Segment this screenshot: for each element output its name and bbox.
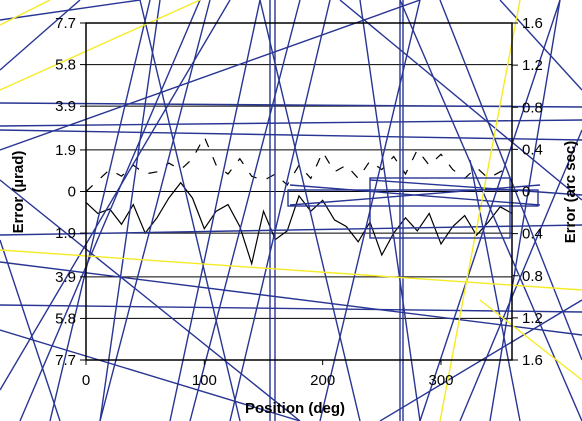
overlay-line bbox=[0, 261, 582, 336]
overlay-line bbox=[399, 0, 582, 421]
left-tick-label: 0 bbox=[68, 184, 76, 201]
overlay-line bbox=[0, 0, 201, 91]
right-tick-label: 0.4 bbox=[522, 141, 543, 158]
overlay-line bbox=[0, 0, 51, 26]
overlay-line bbox=[459, 129, 582, 421]
overlay-line bbox=[469, 159, 521, 421]
overlay-line bbox=[419, 0, 561, 421]
overlay-line bbox=[359, 0, 421, 421]
left-tick-label: 7.7 bbox=[55, 352, 76, 369]
right-tick-label: 0 bbox=[522, 184, 530, 201]
overlay-line bbox=[0, 0, 421, 151]
overlay-line bbox=[0, 0, 141, 21]
right-tick-label: 1.2 bbox=[522, 57, 543, 74]
overlay-line bbox=[369, 179, 582, 196]
right-y-axis-title: Error (arc sec) bbox=[562, 141, 579, 244]
left-tick-label: 1.9 bbox=[55, 225, 76, 242]
overlay-line bbox=[189, 0, 301, 421]
overlay-line bbox=[339, 0, 582, 201]
x-axis-title: Position (deg) bbox=[245, 400, 345, 417]
overlay-line bbox=[0, 102, 582, 108]
overlay-line bbox=[489, 0, 561, 421]
overlay-line bbox=[0, 249, 582, 291]
overlay-line bbox=[0, 239, 61, 421]
left-y-axis-title: Error (µrad) bbox=[10, 151, 27, 234]
overlay-line bbox=[0, 329, 301, 421]
left-tick-label: 3.9 bbox=[55, 98, 76, 115]
overlay-line bbox=[99, 0, 211, 421]
overlay-line bbox=[0, 0, 81, 71]
overlay-line bbox=[259, 0, 361, 421]
overlay-line bbox=[229, 0, 331, 421]
overlay-line bbox=[0, 129, 582, 141]
right-tick-label: 0.4 bbox=[522, 226, 543, 243]
x-tick-label: 300 bbox=[428, 372, 453, 389]
overlay-line bbox=[169, 0, 261, 421]
x-tick-label: 200 bbox=[310, 372, 335, 389]
overlay-line bbox=[439, 0, 521, 421]
overlay-line bbox=[0, 304, 582, 313]
overlay-line bbox=[0, 179, 301, 421]
left-tick-label: 1.9 bbox=[55, 142, 76, 159]
right-axis-ticks: 1.6 1.2 0.8 0.4 0 0.4 0.8 1.2 1.6 bbox=[512, 15, 543, 369]
left-axis-ticks: 7.7 5.8 3.9 1.9 0 1.9 3.9 5.8 7.7 bbox=[55, 15, 86, 369]
overlay-line bbox=[479, 299, 582, 381]
overlay-box bbox=[287, 189, 539, 207]
overlay-line bbox=[499, 0, 582, 91]
overlay-box bbox=[369, 177, 511, 239]
overlay-line bbox=[19, 0, 201, 421]
right-tick-label: 1.6 bbox=[522, 352, 543, 369]
overlay-line bbox=[49, 0, 151, 421]
overlay-line bbox=[99, 0, 161, 421]
x-tick-label: 0 bbox=[82, 372, 90, 389]
right-tick-label: 1.2 bbox=[522, 310, 543, 327]
overlay-line bbox=[0, 119, 582, 127]
left-tick-label: 3.9 bbox=[55, 269, 76, 286]
left-tick-label: 7.7 bbox=[55, 15, 76, 32]
x-tick-label: 100 bbox=[192, 372, 217, 389]
right-tick-label: 0.8 bbox=[522, 268, 543, 285]
x-axis-ticks: 0 100 200 300 bbox=[82, 360, 454, 389]
dashed-series-line bbox=[85, 135, 513, 192]
series-layer bbox=[85, 135, 513, 266]
overlay-line bbox=[139, 0, 241, 421]
left-tick-label: 5.8 bbox=[55, 310, 76, 327]
overlay-line bbox=[439, 0, 582, 361]
right-tick-label: 1.6 bbox=[522, 15, 543, 32]
left-tick-label: 5.8 bbox=[55, 57, 76, 74]
solid-series-line bbox=[85, 181, 513, 266]
overlay-line bbox=[289, 184, 541, 206]
overlay-line bbox=[0, 0, 231, 391]
right-tick-label: 0.8 bbox=[522, 99, 543, 116]
